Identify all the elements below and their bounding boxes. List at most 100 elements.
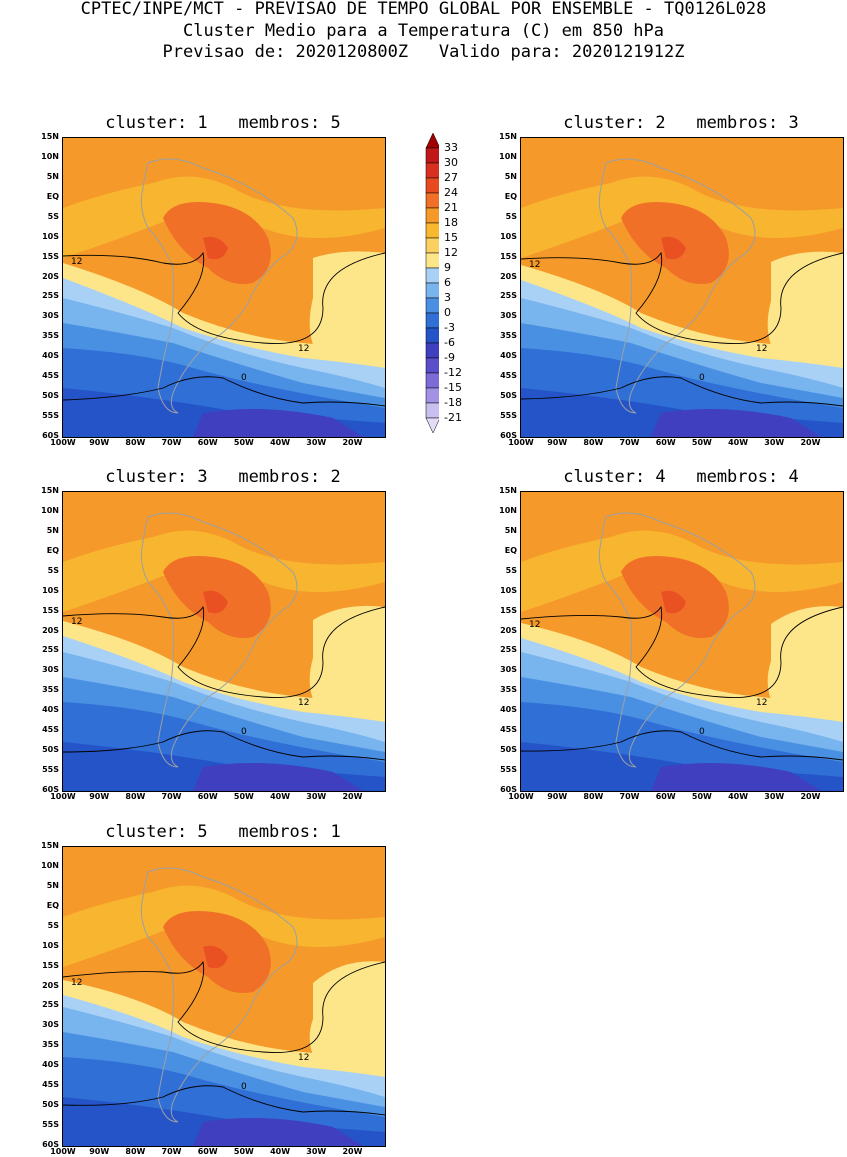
lat-label: 50S [500, 391, 517, 401]
lat-label: EQ [46, 191, 59, 201]
contour-label-12: 12 [298, 1053, 309, 1063]
lat-label: 10S [42, 585, 59, 595]
lat-label: 10S [42, 231, 59, 241]
lat-label: 15N [499, 486, 517, 495]
contour-label-12: 12 [529, 260, 540, 270]
colorbar-label: 15 [444, 231, 458, 244]
lat-label: 5N [46, 880, 59, 890]
colorbar-segment [425, 207, 439, 224]
colorbar-label: -21 [444, 411, 462, 424]
lon-label: 20W [800, 792, 821, 801]
lat-label: 45S [500, 725, 517, 735]
lat-label: 30S [42, 1020, 59, 1030]
lat-label: 35S [500, 331, 517, 341]
lat-label: 5S [47, 211, 59, 221]
lat-label: 55S [42, 411, 59, 421]
colorbar-label: 33 [444, 141, 458, 154]
lon-label: 100W [50, 438, 76, 447]
lon-label: 40W [270, 1147, 291, 1156]
lon-label: 20W [342, 1147, 363, 1156]
contour-label-12: 12 [529, 620, 540, 630]
lon-label: 40W [270, 438, 291, 447]
lat-label: 10N [41, 860, 59, 870]
lat-label: 35S [500, 685, 517, 695]
lon-label: 50W [233, 438, 254, 447]
lon-label: 80W [583, 792, 604, 801]
colorbar-label: 3 [444, 291, 451, 304]
colorbar-segment [425, 282, 439, 299]
colorbar-label: -3 [444, 321, 455, 334]
lon-label: 70W [619, 438, 640, 447]
temperature-field-1: 12 12 0 [63, 138, 385, 437]
contour-label-12: 12 [756, 344, 767, 354]
lat-label: 60S [500, 785, 517, 794]
lat-label: 35S [42, 1040, 59, 1050]
lat-label: 5S [505, 565, 517, 575]
lat-label: 50S [42, 1100, 59, 1110]
lat-label: 45S [42, 371, 59, 381]
lat-label: 60S [42, 785, 59, 794]
colorbar-label: -6 [444, 336, 455, 349]
colorbar-segment [425, 297, 439, 314]
lat-label: 40S [500, 351, 517, 361]
contour-label-12: 12 [71, 978, 82, 988]
map-panel-5: 12 12 0 [62, 846, 386, 1147]
lat-label: 5N [504, 171, 517, 181]
lon-label: 80W [583, 438, 604, 447]
lat-label: 5S [47, 920, 59, 930]
lat-label: 25S [42, 1000, 59, 1010]
lon-label: 20W [342, 792, 363, 801]
colorbar-segment [425, 267, 439, 284]
colorbar-segment [425, 237, 439, 254]
lat-label: 45S [42, 725, 59, 735]
colorbar [425, 133, 439, 434]
temperature-field-4: 12 12 0 [521, 492, 843, 791]
lat-label: 40S [42, 1060, 59, 1070]
map-panel-3: 12 12 0 [62, 491, 386, 792]
colorbar-segment [425, 402, 439, 419]
map-panel-1: 12 12 0 [62, 137, 386, 438]
lat-label: 60S [42, 1140, 59, 1149]
colorbar-segment [425, 133, 439, 149]
lat-label: 5S [47, 565, 59, 575]
colorbar-label: 9 [444, 261, 451, 274]
contour-label-12: 12 [298, 344, 309, 354]
header-line-2: Cluster Medio para a Temperatura (C) em … [182, 21, 665, 41]
contour-label-12: 12 [71, 257, 82, 267]
lat-label: 10S [500, 585, 517, 595]
colorbar-segment [425, 177, 439, 194]
header-line-3: Previsao de: 2020120800Z Valido para: 20… [162, 42, 685, 62]
lat-label: 15S [500, 605, 517, 615]
lon-label: 30W [306, 1147, 327, 1156]
colorbar-segment [425, 222, 439, 239]
colorbar-label: 21 [444, 201, 458, 214]
lon-label: 50W [691, 792, 712, 801]
contour-label-0: 0 [699, 373, 705, 383]
colorbar-segment [425, 327, 439, 344]
lat-label: 20S [42, 980, 59, 990]
lat-label: 30S [500, 665, 517, 675]
contour-label-12: 12 [71, 617, 82, 627]
lat-label: 25S [42, 645, 59, 655]
lon-label: 30W [764, 792, 785, 801]
lat-label: 5S [505, 211, 517, 221]
lon-label: 70W [161, 438, 182, 447]
lat-label: 25S [500, 291, 517, 301]
lon-label: 90W [547, 438, 568, 447]
lon-label: 70W [161, 792, 182, 801]
lat-label: 50S [42, 745, 59, 755]
lat-label: 25S [500, 645, 517, 655]
lat-label: 15S [500, 251, 517, 261]
lat-label: 30S [42, 311, 59, 321]
lat-label: EQ [46, 900, 59, 910]
lon-label: 50W [233, 792, 254, 801]
lon-label: 100W [508, 438, 534, 447]
lon-label: 40W [728, 438, 749, 447]
lat-label: 35S [42, 331, 59, 341]
lon-label: 20W [342, 438, 363, 447]
lat-label: 15S [42, 960, 59, 970]
contour-label-12: 12 [298, 698, 309, 708]
lon-label: 30W [764, 438, 785, 447]
colorbar-segment [425, 372, 439, 389]
colorbar-segment [425, 147, 439, 164]
